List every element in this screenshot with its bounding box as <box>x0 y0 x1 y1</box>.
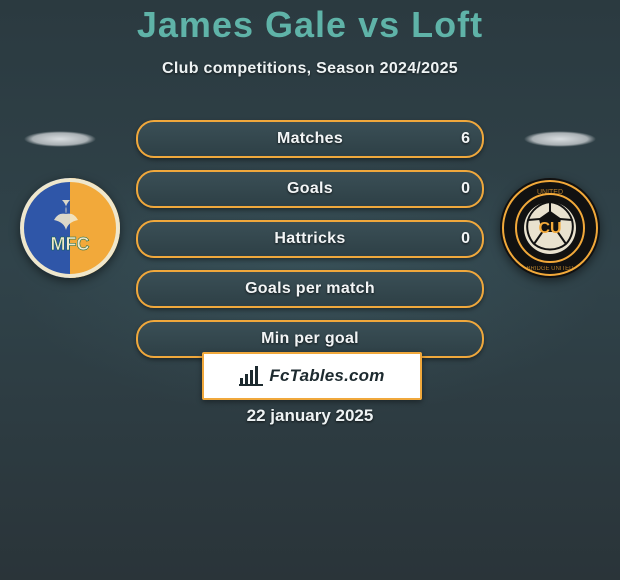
date-label: 22 january 2025 <box>0 406 620 426</box>
left-shadow-pad <box>10 128 110 150</box>
subtitle: Club competitions, Season 2024/2025 <box>0 60 620 78</box>
badge-right-letters: CU <box>538 220 561 237</box>
team-badge-left: MFC <box>20 178 120 278</box>
stat-right-value: 0 <box>430 172 470 206</box>
vs-label: vs <box>358 4 400 45</box>
svg-text:BRIDGE UNITED: BRIDGE UNITED <box>526 266 574 272</box>
stat-row-hattricks: Hattricks 0 <box>136 220 484 258</box>
svg-text:UNITED: UNITED <box>537 189 563 196</box>
page-title: James Gale vs Loft <box>0 4 620 46</box>
stat-row-goals-per-match: Goals per match <box>136 270 484 308</box>
right-shadow-pad <box>510 128 610 150</box>
team-badge-right: UNITED BRIDGE UNITED CU <box>500 178 600 278</box>
cambridge-crest-icon: UNITED BRIDGE UNITED CU <box>500 178 600 278</box>
bar-chart-icon <box>239 366 263 386</box>
player2-name: Loft <box>411 4 483 45</box>
comparison-card: James Gale vs Loft Club competitions, Se… <box>0 0 620 580</box>
stat-right-value <box>430 272 470 306</box>
stat-right-value: 6 <box>430 122 470 156</box>
stat-row-goals: Goals 0 <box>136 170 484 208</box>
stat-right-value: 0 <box>430 222 470 256</box>
player1-name: James Gale <box>137 4 347 45</box>
stat-right-value <box>430 322 470 356</box>
mansfield-crest-icon: MFC <box>20 178 120 278</box>
brand-box: FcTables.com <box>202 352 422 400</box>
brand-text: FcTables.com <box>269 366 384 386</box>
badge-left-letters: MFC <box>51 234 90 254</box>
stat-row-matches: Matches 6 <box>136 120 484 158</box>
stats-list: Matches 6 Goals 0 Hattricks 0 Goals per … <box>136 120 484 370</box>
